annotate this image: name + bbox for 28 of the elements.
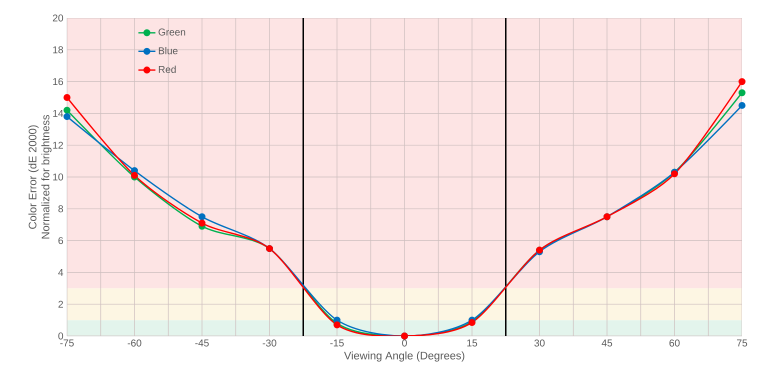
- x-axis-title: Viewing Angle (Degrees): [344, 351, 464, 362]
- y-tick-label: 20: [52, 14, 64, 22]
- x-tick-label: -30: [262, 340, 276, 347]
- y-tick-label: 16: [53, 78, 64, 86]
- y-tick-label: 10: [53, 173, 64, 181]
- x-tick-label: -60: [128, 340, 142, 347]
- text: Normalized for brightness: [41, 114, 52, 239]
- x-tick-label: -45: [195, 340, 209, 346]
- x-tick-label: 60: [669, 340, 680, 347]
- x-tick-label: 15: [467, 340, 478, 346]
- x-tick-label: 45: [602, 340, 612, 346]
- x-tick-label: 0: [402, 340, 407, 347]
- y-tick-label: 14: [53, 110, 64, 117]
- legend-label: Red: [158, 66, 176, 73]
- y-tick-label: 4: [58, 268, 64, 276]
- y-tick-label: 8: [58, 205, 64, 212]
- y-tick-label: 2: [58, 300, 63, 308]
- y-tick-label: 6: [58, 237, 64, 244]
- text: Color Error (dE 2000): [28, 125, 39, 229]
- legend-label: Green: [158, 28, 186, 36]
- y-tick-label: 0: [58, 332, 64, 340]
- x-tick-label: 30: [534, 340, 545, 347]
- y-tick-label: 12: [53, 142, 63, 149]
- x-tick-label: -15: [330, 340, 344, 346]
- y-tick-label: 18: [53, 46, 64, 54]
- x-tick-label: -75: [60, 340, 74, 346]
- x-tick-label: 75: [736, 340, 748, 346]
- legend-label: Blue: [158, 46, 178, 54]
